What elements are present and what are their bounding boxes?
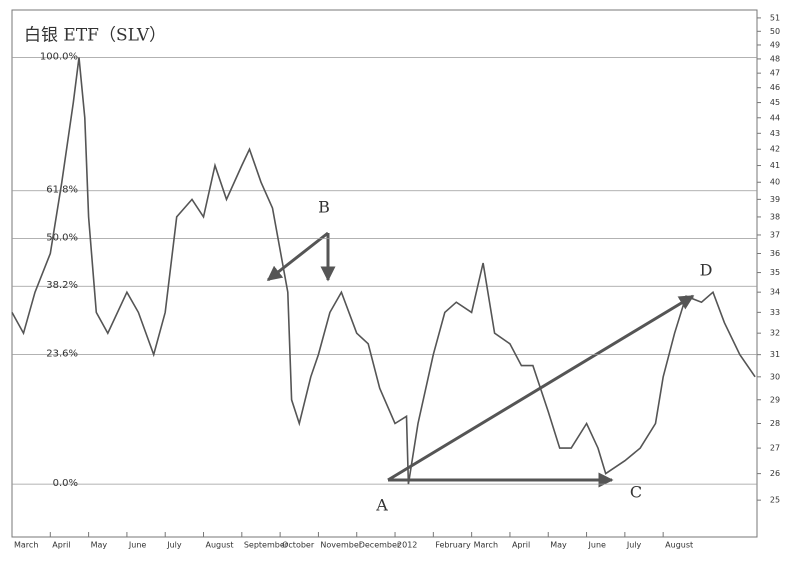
- y-tick-label: 34: [770, 288, 780, 297]
- y-tick-label: 29: [770, 395, 780, 404]
- y-tick-label: 27: [770, 444, 780, 453]
- y-tick-label: 32: [770, 329, 780, 338]
- x-tick-label: March: [14, 541, 38, 550]
- x-tick-label: February: [435, 541, 471, 550]
- x-tick-label: August: [665, 541, 693, 550]
- x-tick-label: August: [206, 541, 234, 550]
- y-tick-label: 45: [770, 98, 780, 107]
- y-tick-label: 38: [770, 212, 780, 221]
- fib-label: 100.0%: [40, 52, 78, 63]
- fib-label: 0.0%: [53, 478, 78, 489]
- x-tick-label: March: [474, 541, 498, 550]
- fib-label: 23.6%: [46, 349, 78, 360]
- fib-label: 50.0%: [46, 233, 78, 244]
- y-tick-label: 30: [770, 372, 780, 381]
- x-tick-label: May: [550, 541, 567, 550]
- fib-label: 38.2%: [46, 280, 78, 291]
- x-tick-label: September: [244, 541, 289, 550]
- x-tick-label: April: [52, 541, 70, 550]
- y-tick-label: 50: [770, 27, 780, 36]
- y-tick-label: 48: [770, 54, 780, 63]
- x-tick-label: June: [588, 541, 607, 550]
- y-tick-label: 36: [770, 249, 780, 258]
- y-tick-label: 26: [770, 469, 780, 478]
- y-tick-label: 44: [770, 113, 780, 122]
- x-tick-label: October: [282, 541, 315, 550]
- y-tick-label: 33: [770, 308, 780, 317]
- y-tick-label: 39: [770, 195, 780, 204]
- y-tick-label: 51: [770, 13, 780, 22]
- x-tick-label: July: [626, 541, 642, 550]
- y-tick-label: 43: [770, 129, 780, 138]
- y-tick-label: 28: [770, 419, 780, 428]
- y-tick-label: 42: [770, 145, 780, 154]
- x-tick-label: May: [91, 541, 108, 550]
- y-tick-label: 37: [770, 230, 780, 239]
- x-tick-label: November: [320, 541, 362, 550]
- y-tick-label: 46: [770, 83, 780, 92]
- y-tick-label: 49: [770, 40, 780, 49]
- y-tick-label: 35: [770, 268, 780, 277]
- annotation: A: [375, 496, 388, 515]
- y-tick-label: 47: [770, 69, 780, 78]
- x-tick-label: December: [359, 541, 401, 550]
- fib-label: 61.8%: [46, 185, 78, 196]
- chart-title: 白银 ETF（SLV）: [24, 26, 166, 46]
- price-line: [11, 57, 756, 485]
- annotation: B: [318, 198, 330, 217]
- plot-frame: [11, 9, 758, 538]
- x-tick-label: July: [166, 541, 182, 550]
- x-tick-label: June: [128, 541, 147, 550]
- x-tick-label: 2012: [397, 541, 417, 550]
- annotation: D: [700, 261, 713, 280]
- y-tick-label: 31: [770, 350, 780, 359]
- y-tick-label: 41: [770, 161, 780, 170]
- x-tick-label: April: [512, 541, 530, 550]
- arrows: [266, 231, 695, 488]
- annotation: C: [630, 483, 642, 502]
- y-tick-label: 40: [770, 178, 780, 187]
- y-tick-label: 25: [770, 496, 780, 505]
